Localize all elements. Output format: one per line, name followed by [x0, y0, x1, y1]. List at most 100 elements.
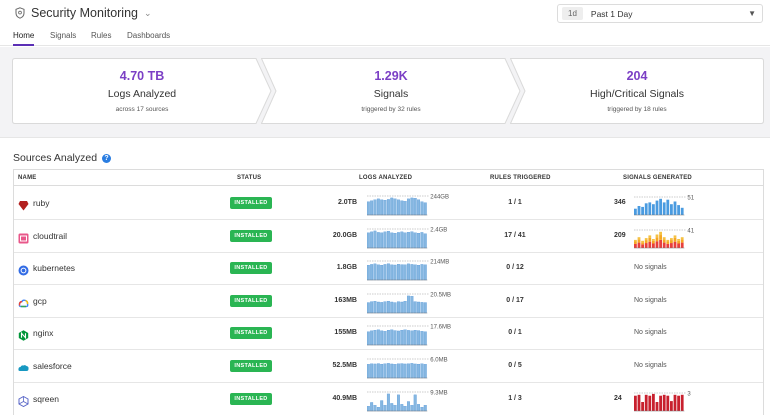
log-bar	[383, 200, 387, 216]
signal-bar	[680, 238, 684, 243]
log-bar	[390, 301, 394, 313]
log-bar	[403, 264, 407, 281]
signal-bar	[673, 201, 677, 215]
signals-label: Signals	[373, 88, 409, 100]
log-bar	[417, 403, 420, 411]
signal-bar	[662, 236, 666, 239]
signal-bar	[644, 239, 648, 243]
help-icon[interactable]: ?	[102, 153, 112, 163]
logs-sparkline: 214MB	[367, 260, 449, 281]
log-bar	[370, 363, 374, 379]
table-row[interactable]: kubernetes INSTALLED 1.8GB 214MB 0 / 12 No si…	[14, 252, 763, 286]
log-bar	[423, 404, 427, 411]
table-row[interactable]: ruby INSTALLED 2.0TB 244GB 1 / 1 346 51	[14, 187, 763, 220]
source-name[interactable]: cloudtrail	[33, 230, 68, 241]
log-bar	[407, 295, 410, 313]
signal-bar	[655, 200, 659, 215]
signal-bar	[655, 234, 659, 237]
log-bar	[400, 264, 404, 281]
logs-analyzed-card[interactable]: 4.70 TB Logs Analyzed across 17 sources	[12, 58, 272, 124]
log-bar	[396, 301, 400, 313]
source-name[interactable]: sqreen	[33, 393, 59, 404]
gcp-icon	[18, 296, 29, 307]
log-bar	[407, 198, 410, 216]
source-name[interactable]: kubernetes	[33, 263, 76, 274]
log-bar	[386, 199, 390, 216]
source-name[interactable]: salesforce	[33, 361, 72, 371]
log-bar	[380, 199, 384, 216]
log-bar	[413, 363, 417, 379]
no-signals-text: No signals	[634, 362, 667, 369]
signal-bar	[670, 242, 673, 248]
tab-home[interactable]: Home	[13, 31, 35, 46]
log-bar	[407, 330, 410, 346]
log-bar	[393, 198, 397, 216]
log-bar	[423, 364, 427, 379]
col-name[interactable]: NAME	[18, 175, 37, 181]
log-bar	[376, 198, 380, 216]
rules-triggered-value: 0 / 1	[508, 329, 522, 337]
caret-down-icon: ▼	[748, 9, 756, 18]
log-bar	[403, 330, 407, 346]
signals-count: 346	[614, 199, 626, 206]
signal-bar	[641, 241, 644, 244]
log-bar	[390, 232, 394, 248]
table-row[interactable]: salesforce INSTALLED 52.5MB 6.0MB 0 / 5 No si…	[14, 350, 763, 383]
log-bar	[400, 403, 404, 411]
tab-rules[interactable]: Rules	[91, 31, 112, 40]
log-bar	[370, 301, 374, 313]
log-bar	[393, 404, 397, 411]
signals-card[interactable]: 1.29K Signals triggered by 32 rules	[261, 58, 521, 124]
log-bar	[376, 264, 380, 281]
logs-max-label: 214MB	[430, 260, 449, 266]
log-bar	[383, 231, 387, 248]
status-badge: INSTALLED	[230, 229, 272, 242]
source-name[interactable]: gcp	[33, 295, 47, 306]
source-name[interactable]: ruby	[33, 198, 50, 208]
log-bar	[420, 331, 424, 346]
signal-bar	[662, 394, 666, 411]
time-range-select[interactable]: 1d Past 1 Day ▼	[557, 4, 763, 23]
logs-max-label: 9.3MB	[430, 390, 447, 396]
log-bar	[403, 405, 407, 411]
log-bar	[390, 197, 394, 216]
log-bar	[367, 265, 370, 281]
log-bar	[396, 394, 400, 411]
log-bar	[407, 231, 410, 248]
status-badge: INSTALLED	[230, 197, 272, 209]
log-bar	[400, 330, 404, 346]
log-bar	[373, 363, 377, 379]
table-row[interactable]: sqreen INSTALLED 40.9MB 9.3MB 1 / 3 24 3	[14, 383, 763, 415]
rules-triggered-value: 0 / 17	[506, 296, 524, 304]
tab-dashboards[interactable]: Dashboards	[127, 31, 171, 40]
signal-bar	[677, 240, 680, 244]
signal-bar	[677, 243, 680, 248]
signal-bar	[652, 393, 655, 411]
col-rules-triggered[interactable]: RULES TRIGGERED	[490, 175, 551, 181]
col-logs-analyzed[interactable]: LOGS ANALYZED	[359, 175, 413, 181]
table-row[interactable]: cloudtrail INSTALLED 20.0GB 2.4GB 17 / 41 209…	[14, 220, 763, 253]
log-bar	[383, 404, 387, 411]
log-bar	[373, 230, 377, 248]
signal-bar	[666, 241, 670, 244]
signal-bar	[641, 240, 644, 242]
signals-sparkline: 51	[634, 196, 695, 216]
signal-bar	[673, 237, 677, 242]
source-name[interactable]: nginx	[33, 328, 54, 339]
log-bar	[423, 331, 427, 346]
log-bar	[370, 330, 374, 346]
signal-bar	[637, 238, 641, 243]
log-bar	[420, 363, 424, 379]
tab-signals[interactable]: Signals	[50, 31, 77, 40]
high-critical-signals-card[interactable]: 204 High/Critical Signals triggered by 1…	[510, 58, 764, 124]
app-title-dropdown[interactable]: Security Monitoring ⌄	[15, 6, 152, 20]
col-signals-generated[interactable]: SIGNALS GENERATED	[623, 175, 692, 181]
col-status[interactable]: STATUS	[237, 175, 262, 181]
log-bar	[423, 233, 427, 248]
table-row[interactable]: gcp INSTALLED 163MB 20.5MB 0 / 17 No signals	[14, 285, 763, 318]
signal-bar	[677, 395, 680, 411]
log-bar	[367, 201, 370, 216]
signal-bar	[637, 394, 641, 411]
no-signals-text: No signals	[634, 296, 667, 304]
table-row[interactable]: nginx INSTALLED 155MB 17.6MB 0 / 1 No signals	[14, 317, 763, 351]
